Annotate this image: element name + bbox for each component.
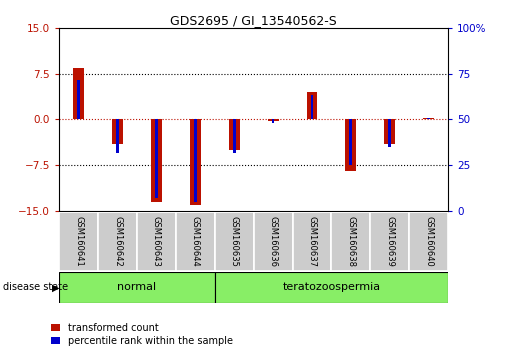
Text: GSM160636: GSM160636	[269, 216, 278, 267]
Bar	[98, 212, 137, 271]
Bar	[427, 118, 430, 120]
Bar	[233, 120, 235, 153]
Bar	[409, 212, 448, 271]
Title: GDS2695 / GI_13540562-S: GDS2695 / GI_13540562-S	[170, 14, 337, 27]
Text: GSM160637: GSM160637	[307, 216, 316, 267]
Text: ▶: ▶	[52, 282, 59, 292]
Bar	[253, 212, 293, 271]
Bar	[116, 120, 119, 153]
Bar	[112, 120, 123, 144]
Bar	[59, 272, 215, 303]
Bar	[215, 212, 253, 271]
Bar	[77, 80, 80, 120]
Bar	[59, 212, 98, 271]
Bar	[311, 95, 313, 120]
Bar	[293, 212, 332, 271]
Bar	[229, 120, 239, 150]
Text: GSM160641: GSM160641	[74, 216, 83, 267]
Bar	[190, 120, 201, 205]
Text: teratozoospermia: teratozoospermia	[282, 282, 381, 292]
Bar	[73, 68, 84, 120]
Bar	[346, 120, 356, 171]
Bar	[215, 272, 448, 303]
Text: disease state: disease state	[3, 282, 67, 292]
Bar	[332, 212, 370, 271]
Bar	[350, 120, 352, 165]
Bar	[306, 92, 317, 120]
Legend: transformed count, percentile rank within the sample: transformed count, percentile rank withi…	[51, 323, 233, 346]
Bar	[176, 212, 215, 271]
Text: GSM160640: GSM160640	[424, 216, 433, 267]
Text: GSM160639: GSM160639	[385, 216, 394, 267]
Bar	[272, 120, 274, 122]
Text: GSM160642: GSM160642	[113, 216, 122, 267]
Bar	[384, 120, 395, 144]
Text: GSM160635: GSM160635	[230, 216, 238, 267]
Bar	[194, 120, 197, 201]
Text: normal: normal	[117, 282, 157, 292]
Bar	[388, 120, 391, 147]
Bar	[268, 120, 279, 121]
Bar	[155, 120, 158, 199]
Text: GSM160638: GSM160638	[347, 216, 355, 267]
Text: GSM160644: GSM160644	[191, 216, 200, 267]
Bar	[137, 212, 176, 271]
Text: GSM160643: GSM160643	[152, 216, 161, 267]
Bar	[423, 118, 434, 120]
Bar	[370, 212, 409, 271]
Bar	[151, 120, 162, 201]
